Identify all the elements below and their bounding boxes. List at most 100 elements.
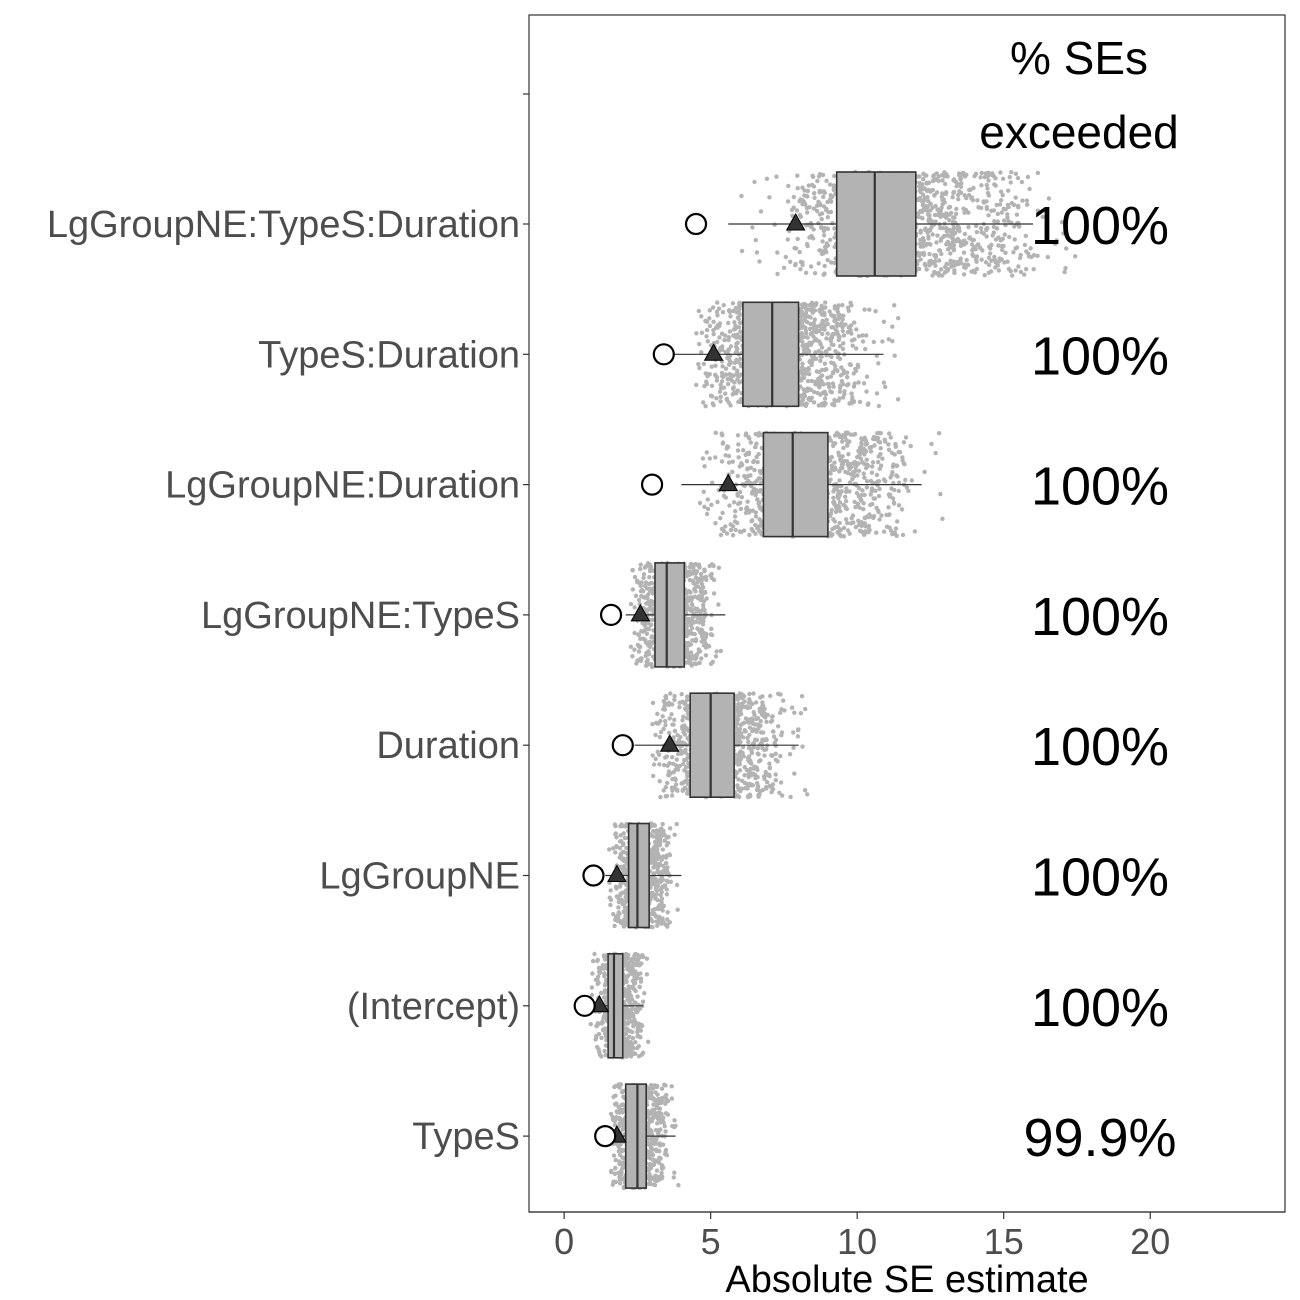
jitter-point xyxy=(700,585,706,590)
jitter-point xyxy=(767,765,772,771)
jitter-point xyxy=(687,606,692,612)
jitter-point xyxy=(674,757,679,762)
jitter-point xyxy=(876,361,881,366)
jitter-point xyxy=(847,362,853,367)
jitter-point xyxy=(669,785,675,790)
jitter-point xyxy=(800,185,805,190)
jitter-point xyxy=(703,645,709,650)
jitter-point xyxy=(859,436,864,441)
jitter-point xyxy=(835,368,840,374)
jitter-point xyxy=(1010,273,1015,278)
jitter-point xyxy=(740,744,746,750)
jitter-point xyxy=(754,441,759,446)
jitter-point xyxy=(1054,238,1059,243)
jitter-point xyxy=(747,691,752,697)
jitter-point xyxy=(901,440,907,445)
jitter-point xyxy=(735,735,740,740)
jitter-point xyxy=(838,508,843,514)
jitter-point xyxy=(664,793,670,799)
jitter-point xyxy=(1001,218,1007,223)
jitter-point xyxy=(771,734,777,739)
jitter-point xyxy=(752,712,757,718)
jitter-point xyxy=(821,194,826,200)
jitter-point xyxy=(680,718,685,723)
jitter-point xyxy=(946,267,951,272)
jitter-point xyxy=(716,306,722,311)
jitter-point xyxy=(1000,193,1005,198)
jitter-point xyxy=(921,186,927,192)
jitter-point xyxy=(715,325,720,330)
jitter-point xyxy=(838,533,844,538)
jitter-point xyxy=(974,229,980,235)
jitter-point xyxy=(650,617,655,622)
jitter-point xyxy=(663,696,669,701)
jitter-point xyxy=(953,211,959,217)
jitter-point xyxy=(829,390,835,395)
jitter-point xyxy=(1011,250,1016,255)
jitter-point xyxy=(702,504,707,509)
jitter-point xyxy=(966,262,971,268)
jitter-point xyxy=(791,745,796,750)
jitter-point xyxy=(869,489,874,494)
jitter-point xyxy=(1031,267,1036,272)
jitter-point xyxy=(825,199,830,205)
jitter-point xyxy=(780,793,785,798)
jitter-point xyxy=(799,314,804,320)
jitter-point xyxy=(981,200,987,205)
jitter-point xyxy=(799,368,804,373)
jitter-point xyxy=(822,396,828,401)
jitter-point xyxy=(714,396,719,401)
jitter-point xyxy=(728,403,733,408)
jitter-point xyxy=(837,469,842,474)
jitter-point xyxy=(635,658,640,664)
jitter-point xyxy=(1035,170,1041,176)
jitter-point xyxy=(682,732,688,737)
jitter-point xyxy=(732,320,737,325)
jitter-point xyxy=(861,501,866,506)
jitter-point xyxy=(829,507,834,513)
jitter-point xyxy=(912,529,918,534)
jitter-point xyxy=(711,332,716,337)
jitter-point xyxy=(744,767,749,773)
jitter-point xyxy=(755,715,760,721)
jitter-point xyxy=(837,478,842,483)
jitter-point xyxy=(1035,208,1041,213)
jitter-point xyxy=(900,458,905,463)
jitter-point xyxy=(719,459,725,464)
jitter-point xyxy=(837,323,843,328)
jitter-point xyxy=(704,327,710,333)
jitter-point xyxy=(681,741,687,746)
jitter-point xyxy=(802,788,808,793)
jitter-point xyxy=(890,324,895,329)
jitter-point xyxy=(685,628,690,633)
jitter-point xyxy=(830,194,835,199)
jitter-point xyxy=(655,711,660,717)
jitter-point xyxy=(798,711,804,716)
jitter-point xyxy=(693,589,698,594)
jitter-point xyxy=(978,175,983,180)
jitter-point xyxy=(855,501,861,507)
jitter-point xyxy=(704,511,710,517)
jitter-point xyxy=(852,431,858,437)
jitter-point xyxy=(952,263,957,268)
jitter-point xyxy=(735,491,740,497)
jitter-point xyxy=(875,479,880,484)
jitter-point xyxy=(758,469,764,474)
jitter-point xyxy=(700,620,706,625)
jitter-point xyxy=(843,506,848,511)
jitter-point xyxy=(685,652,690,657)
jitter-point xyxy=(856,468,862,473)
jitter-point xyxy=(992,219,997,224)
jitter-point xyxy=(805,335,810,340)
jitter-point xyxy=(999,244,1004,249)
jitter-point xyxy=(836,398,841,403)
jitter-point xyxy=(694,382,699,388)
jitter-point xyxy=(925,195,930,200)
jitter-point xyxy=(806,366,811,371)
jitter-point xyxy=(727,503,732,508)
jitter-point xyxy=(695,606,700,612)
jitter-point xyxy=(739,495,745,500)
jitter-point xyxy=(758,529,763,535)
jitter-point xyxy=(829,342,834,347)
jitter-point xyxy=(830,402,835,407)
